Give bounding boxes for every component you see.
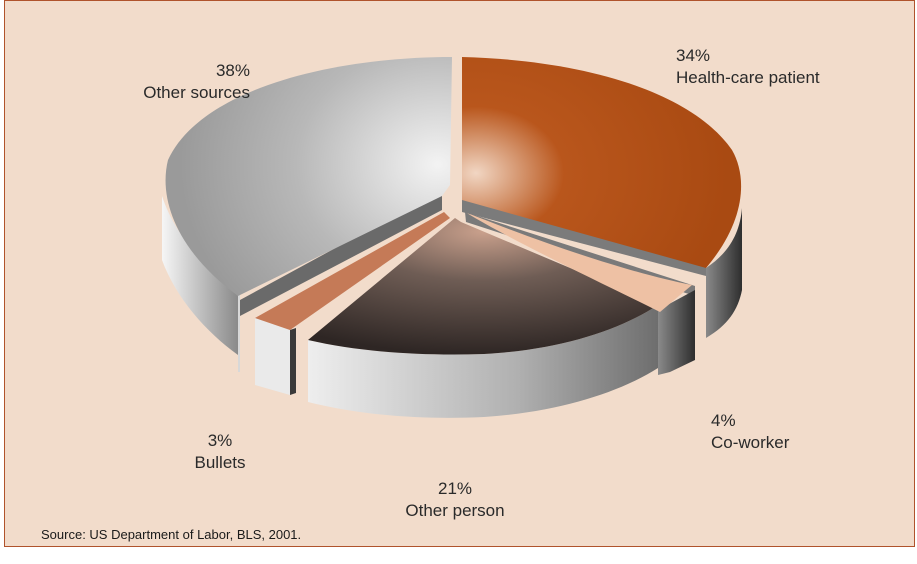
slice-coworker	[465, 212, 695, 375]
label-other-person: 21% Other person	[380, 478, 530, 522]
slice-label: Other sources	[143, 83, 250, 102]
label-health-care-patient: 34% Health-care patient	[676, 45, 820, 89]
value-label: 4%	[711, 411, 736, 430]
slice-label: Bullets	[194, 453, 246, 472]
value-label: 21%	[437, 479, 473, 498]
source-note: Source: US Department of Labor, BLS, 200…	[41, 527, 302, 542]
value-label: 3%	[207, 431, 233, 450]
slice-other-sources	[162, 57, 452, 372]
slice-label: Other person	[405, 501, 505, 520]
slice-health-care-patient	[462, 57, 742, 338]
value-label: 38%	[215, 61, 250, 80]
slice-label: Co-worker	[711, 433, 790, 452]
slice-label: Health-care patient	[676, 68, 820, 87]
label-other-sources: 38% Other sources	[80, 60, 250, 104]
label-bullets: 3% Bullets	[160, 430, 280, 474]
value-label: 34%	[676, 46, 711, 65]
slice-other-person	[308, 218, 658, 418]
label-coworker: 4% Co-worker	[711, 410, 789, 454]
slice-bullets	[255, 212, 450, 395]
